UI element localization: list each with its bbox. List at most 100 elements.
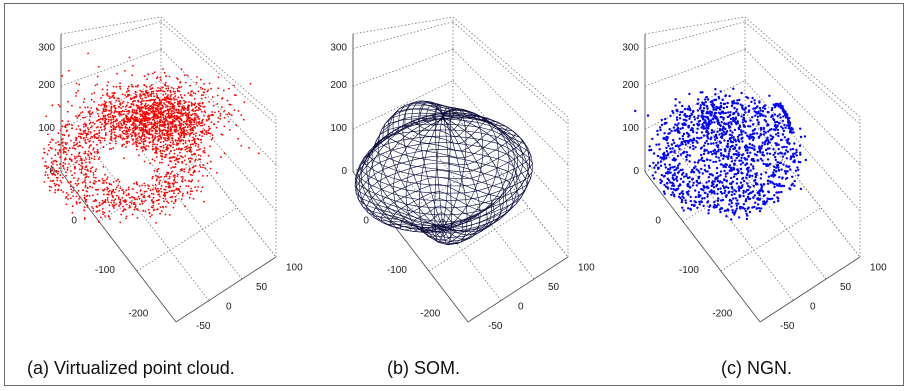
data-point: [134, 111, 136, 114]
data-point: [697, 114, 700, 118]
data-point: [145, 136, 148, 139]
data-point: [174, 198, 177, 201]
data-point: [724, 111, 727, 115]
data-point: [199, 158, 202, 161]
y-tick-label: -100: [679, 265, 699, 276]
data-point: [120, 136, 122, 139]
data-point: [117, 97, 120, 100]
data-point: [764, 120, 768, 123]
data-point: [59, 129, 62, 131]
data-point: [156, 190, 158, 193]
data-point: [659, 181, 662, 185]
data-point: [122, 100, 125, 103]
panel-c: 0 100 200 300 0 -100 -200 -50 0 50 100: [615, 10, 909, 330]
data-point: [153, 124, 156, 127]
data-point: [168, 184, 171, 187]
data-point: [113, 204, 116, 207]
data-point: [142, 90, 144, 93]
data-point: [744, 131, 747, 135]
data-point: [160, 210, 163, 213]
data-point: [109, 102, 112, 105]
data-point: [152, 141, 154, 144]
data-point: [154, 110, 157, 112]
data-point: [188, 140, 191, 143]
grid-line: [60, 16, 162, 35]
data-point: [696, 116, 699, 120]
data-point: [709, 204, 712, 207]
data-point: [100, 216, 102, 219]
data-point: [662, 175, 666, 178]
mesh-line: [442, 110, 499, 232]
data-point: [164, 92, 167, 95]
data-point: [721, 129, 724, 132]
data-point: [774, 123, 777, 127]
data-point: [198, 123, 200, 126]
data-point: [168, 177, 171, 180]
data-point: [60, 142, 63, 145]
data-point: [747, 104, 751, 108]
data-point: [732, 112, 735, 115]
data-point: [776, 124, 779, 127]
data-point: [93, 92, 96, 94]
data-point: [186, 147, 188, 150]
data-point: [42, 157, 44, 160]
data-point: [163, 195, 166, 198]
data-point: [691, 144, 695, 148]
z-tick-label: 300: [330, 43, 347, 54]
data-point: [167, 164, 170, 167]
data-point: [759, 109, 762, 112]
data-point: [700, 187, 703, 191]
data-point: [155, 77, 158, 80]
data-point: [745, 176, 748, 180]
data-point: [722, 106, 725, 110]
data-point: [154, 98, 157, 101]
data-point: [137, 209, 139, 212]
data-point: [219, 115, 222, 117]
data-point: [127, 110, 129, 112]
data-point: [155, 179, 158, 182]
data-point: [63, 167, 65, 170]
data-point: [772, 117, 775, 121]
data-point: [133, 122, 136, 125]
data-point: [783, 123, 786, 127]
data-point: [673, 141, 676, 145]
data-point: [701, 101, 704, 105]
data-point: [44, 171, 47, 174]
data-point: [76, 184, 78, 187]
data-point: [179, 81, 182, 84]
data-point: [117, 196, 120, 199]
data-point: [676, 118, 679, 122]
data-point: [173, 101, 176, 104]
data-point: [114, 142, 117, 145]
data-point: [736, 199, 739, 202]
data-point: [674, 144, 678, 148]
data-point: [168, 117, 171, 120]
data-point: [208, 128, 211, 130]
data-point: [67, 120, 70, 123]
data-point: [85, 134, 88, 136]
data-point: [752, 184, 755, 188]
data-point: [186, 150, 189, 153]
data-point: [742, 191, 745, 195]
data-point: [200, 97, 203, 100]
data-point: [59, 163, 61, 166]
data-point: [90, 153, 93, 156]
data-point: [65, 153, 68, 156]
mesh-line: [442, 117, 519, 226]
data-point: [123, 199, 126, 202]
data-point: [766, 182, 770, 185]
data-point: [171, 124, 174, 126]
data-point: [187, 171, 190, 174]
data-point: [54, 148, 57, 151]
data-point: [798, 144, 802, 147]
data-point: [687, 125, 690, 128]
data-point: [126, 87, 129, 90]
data-point: [151, 148, 154, 151]
data-point: [688, 180, 691, 183]
data-point: [78, 168, 81, 171]
data-point: [741, 104, 744, 107]
data-point: [716, 188, 720, 191]
data-point: [674, 104, 677, 107]
data-point: [727, 186, 730, 190]
